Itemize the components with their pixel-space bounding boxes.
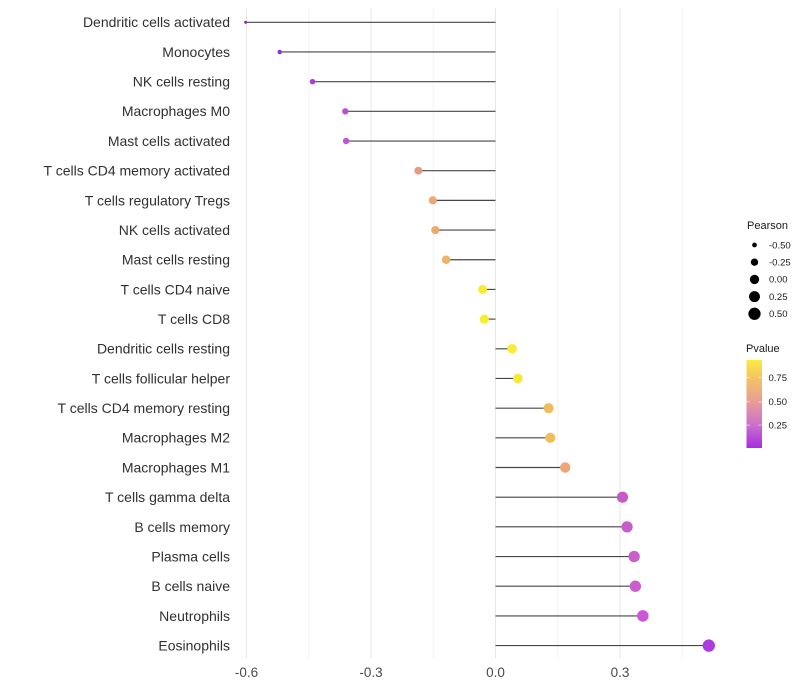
- data-point: [244, 20, 248, 24]
- colorbar-tick-label: 0.75: [769, 373, 788, 384]
- lollipop-row: NK cells resting: [133, 74, 496, 90]
- lollipop-row: Dendritic cells activated: [83, 14, 496, 30]
- legend: Pearson -0.50 -0.25 0.00 0.25 0.50 Pvalue 0.…: [746, 220, 791, 448]
- data-point: [431, 225, 440, 235]
- lollipop-row: T cells regulatory Tregs: [85, 192, 496, 208]
- y-axis-label: Plasma cells: [151, 548, 230, 564]
- lollipop-row: T cells CD4 memory activated: [44, 163, 496, 179]
- size-legend-label: 0.25: [769, 292, 788, 303]
- data-point: [560, 462, 571, 473]
- size-legend-dot: [752, 242, 757, 248]
- lollipop-row: Dendritic cells resting: [97, 341, 517, 357]
- data-point: [309, 78, 316, 85]
- data-point: [507, 343, 517, 354]
- lollipop-row: Eosinophils: [158, 637, 715, 653]
- major-gridlines: [246, 8, 621, 658]
- size-legend-label: 0.00: [769, 275, 788, 286]
- y-axis-label: T cells regulatory Tregs: [85, 192, 230, 208]
- data-point: [513, 373, 523, 384]
- y-axis-label: T cells CD8: [158, 311, 230, 327]
- data-point: [616, 491, 629, 503]
- color-legend-title: Pvalue: [746, 343, 780, 355]
- lollipop-row: Macrophages M1: [122, 459, 571, 475]
- data-point: [545, 432, 556, 443]
- x-tick-label: -0.3: [359, 665, 382, 680]
- colorbar-tick-label: 0.50: [769, 397, 788, 408]
- lollipop-row: T cells gamma delta: [105, 489, 629, 505]
- data-point: [342, 108, 349, 115]
- y-axis-label: Dendritic cells activated: [83, 14, 230, 30]
- y-axis-label: T cells CD4 naive: [121, 281, 231, 297]
- y-axis-label: T cells CD4 memory activated: [44, 163, 230, 179]
- y-axis-label: T cells follicular helper: [92, 370, 231, 386]
- y-axis-label: B cells naive: [151, 578, 230, 594]
- lollipop-row: T cells CD4 naive: [121, 281, 496, 297]
- y-axis-label: Macrophages M1: [122, 459, 230, 475]
- y-axis-label: Monocytes: [162, 44, 230, 60]
- x-tick-label: -0.6: [235, 665, 258, 680]
- data-point: [479, 314, 489, 324]
- lollipop-row: Monocytes: [162, 44, 496, 60]
- y-axis-label: NK cells resting: [133, 74, 230, 90]
- size-legend-label: -0.50: [769, 240, 791, 251]
- x-tick-label: 0.3: [611, 665, 630, 680]
- data-point: [342, 137, 350, 145]
- data-point: [629, 580, 642, 592]
- lollipop-row: Mast cells resting: [122, 252, 496, 268]
- data-point: [637, 610, 649, 622]
- lollipop-row: T cells CD8: [158, 311, 496, 327]
- size-legend-label: 0.50: [769, 309, 788, 320]
- pvalue-colorbar: [746, 360, 762, 448]
- size-legend-dot: [749, 291, 760, 303]
- size-legend-dot: [748, 307, 761, 320]
- lollipop-row: Macrophages M2: [122, 430, 556, 446]
- data-point: [621, 521, 633, 533]
- colorbar-ticks: 0.75 0.50 0.25: [746, 373, 788, 431]
- lollipop-row: T cells follicular helper: [92, 370, 523, 386]
- y-axis-label: Neutrophils: [159, 608, 230, 624]
- lollipop-row: B cells naive: [151, 578, 642, 594]
- x-tick-label: 0.0: [486, 665, 505, 680]
- lollipop-row: B cells memory: [134, 519, 633, 535]
- lollipop-row: Macrophages M0: [122, 103, 496, 119]
- data-point: [628, 550, 640, 563]
- x-axis: -0.6 -0.3 0.0 0.3: [235, 665, 630, 680]
- data-point: [428, 196, 437, 205]
- data-point: [441, 255, 451, 264]
- minor-gridlines: [308, 8, 683, 658]
- size-legend-dot: [749, 274, 760, 285]
- lollipop-row: Mast cells activated: [108, 133, 496, 149]
- size-legend-entries: -0.50 -0.25 0.00 0.25 0.50: [748, 240, 791, 320]
- data-point: [478, 284, 488, 294]
- data-point: [543, 403, 554, 414]
- data-point: [277, 49, 282, 55]
- data-point: [414, 166, 423, 175]
- y-axis-label: Mast cells resting: [122, 252, 230, 268]
- data-point: [702, 639, 715, 652]
- lollipop-row: Neutrophils: [159, 608, 649, 624]
- lollipop-row: NK cells activated: [119, 222, 496, 238]
- size-legend-title: Pearson: [747, 220, 788, 232]
- lollipop-row: Plasma cells: [151, 548, 640, 564]
- size-legend-dot: [750, 258, 759, 266]
- y-axis-label: Macrophages M2: [122, 430, 230, 446]
- y-axis-label: Dendritic cells resting: [97, 341, 230, 357]
- lollipop-rows: Dendritic cells activated Monocytes NK cel…: [44, 14, 715, 653]
- y-axis-label: Mast cells activated: [108, 133, 230, 149]
- y-axis-label: NK cells activated: [119, 222, 230, 238]
- y-axis-label: T cells gamma delta: [105, 489, 230, 505]
- y-axis-label: Eosinophils: [158, 637, 230, 653]
- size-legend-label: -0.25: [769, 258, 791, 269]
- colorbar-tick-label: 0.25: [769, 420, 788, 431]
- lollipop-row: T cells CD4 memory resting: [58, 400, 554, 416]
- y-axis-label: B cells memory: [134, 519, 230, 535]
- y-axis-label: Macrophages M0: [122, 103, 230, 119]
- y-axis-label: T cells CD4 memory resting: [58, 400, 230, 416]
